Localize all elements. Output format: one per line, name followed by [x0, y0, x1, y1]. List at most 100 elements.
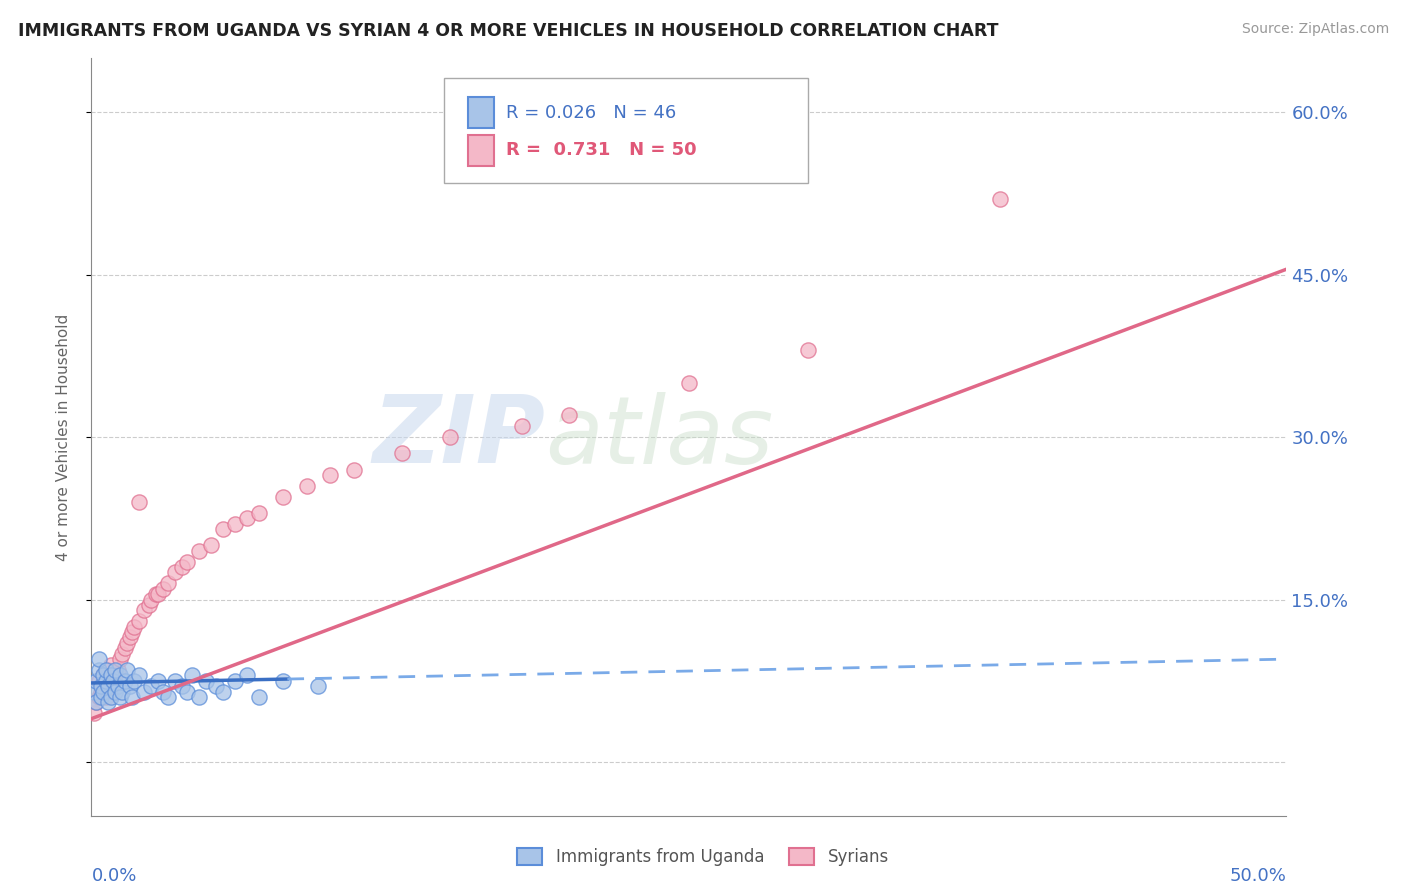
Point: [678, 376, 700, 390]
FancyBboxPatch shape: [444, 78, 808, 183]
Point: [797, 343, 820, 358]
Point: [107, 679, 129, 693]
Text: Source: ZipAtlas.com: Source: ZipAtlas.com: [1241, 22, 1389, 37]
Y-axis label: 4 or more Vehicles in Household: 4 or more Vehicles in Household: [56, 313, 70, 561]
Point: [100, 690, 122, 704]
Point: [204, 679, 226, 693]
Point: [108, 668, 131, 682]
Point: [152, 684, 174, 698]
Point: [100, 679, 122, 693]
Point: [121, 625, 143, 640]
Point: [84, 673, 107, 688]
Point: [104, 668, 127, 682]
Point: [128, 614, 150, 628]
Point: [148, 587, 170, 601]
Point: [108, 690, 131, 704]
Point: [187, 690, 211, 704]
Point: [111, 684, 134, 698]
Point: [187, 543, 211, 558]
Point: [172, 679, 194, 693]
Point: [295, 479, 318, 493]
Point: [118, 631, 141, 645]
Point: [83, 684, 105, 698]
Point: [211, 522, 233, 536]
Point: [163, 566, 186, 580]
Point: [141, 592, 162, 607]
Point: [84, 696, 107, 710]
Point: [87, 652, 110, 666]
Point: [128, 495, 150, 509]
Point: [104, 684, 127, 698]
Text: IMMIGRANTS FROM UGANDA VS SYRIAN 4 OR MORE VEHICLES IN HOUSEHOLD CORRELATION CHA: IMMIGRANTS FROM UGANDA VS SYRIAN 4 OR MO…: [18, 22, 998, 40]
Point: [101, 673, 124, 688]
Point: [100, 668, 122, 682]
Point: [558, 409, 581, 423]
FancyBboxPatch shape: [468, 96, 494, 128]
Point: [988, 192, 1011, 206]
Point: [100, 657, 122, 672]
Text: ZIP: ZIP: [373, 391, 546, 483]
Point: [156, 576, 179, 591]
Text: atlas: atlas: [546, 392, 773, 483]
Point: [163, 673, 186, 688]
Point: [247, 690, 270, 704]
Point: [224, 516, 246, 531]
Point: [224, 673, 246, 688]
Point: [200, 538, 222, 552]
Point: [124, 673, 146, 688]
Point: [115, 636, 138, 650]
Point: [195, 673, 218, 688]
Point: [156, 690, 179, 704]
Point: [101, 673, 124, 688]
Point: [439, 430, 461, 444]
Text: 50.0%: 50.0%: [1230, 867, 1286, 885]
Point: [211, 684, 233, 698]
Legend: Immigrants from Uganda, Syrians: Immigrants from Uganda, Syrians: [510, 841, 896, 873]
Point: [247, 506, 270, 520]
Point: [97, 663, 120, 677]
Point: [115, 663, 138, 677]
Point: [107, 663, 129, 677]
Point: [87, 663, 110, 677]
Point: [94, 663, 117, 677]
Point: [93, 679, 114, 693]
Point: [235, 668, 259, 682]
Text: R = 0.026   N = 46: R = 0.026 N = 46: [506, 103, 676, 121]
Point: [94, 673, 117, 688]
Point: [176, 555, 198, 569]
Point: [97, 679, 120, 693]
Point: [319, 467, 342, 482]
Point: [152, 582, 174, 596]
Point: [510, 419, 533, 434]
FancyBboxPatch shape: [468, 135, 494, 167]
Point: [108, 652, 131, 666]
Point: [180, 668, 202, 682]
Point: [97, 696, 120, 710]
Point: [90, 684, 112, 698]
Point: [271, 490, 294, 504]
Point: [93, 668, 114, 682]
Point: [93, 668, 114, 682]
Point: [172, 560, 194, 574]
Text: 0.0%: 0.0%: [91, 867, 136, 885]
Point: [176, 684, 198, 698]
Point: [118, 679, 141, 693]
Point: [87, 690, 110, 704]
Point: [148, 673, 170, 688]
Point: [87, 673, 110, 688]
Point: [84, 696, 107, 710]
Point: [235, 511, 259, 525]
Point: [132, 684, 155, 698]
Point: [90, 679, 112, 693]
Point: [90, 690, 112, 704]
Point: [114, 641, 136, 656]
Text: R =  0.731   N = 50: R = 0.731 N = 50: [506, 142, 697, 160]
Point: [111, 647, 134, 661]
Point: [307, 679, 329, 693]
Point: [271, 673, 294, 688]
Point: [121, 690, 143, 704]
Point: [132, 603, 155, 617]
Point: [128, 668, 150, 682]
Point: [93, 684, 114, 698]
Point: [343, 462, 366, 476]
